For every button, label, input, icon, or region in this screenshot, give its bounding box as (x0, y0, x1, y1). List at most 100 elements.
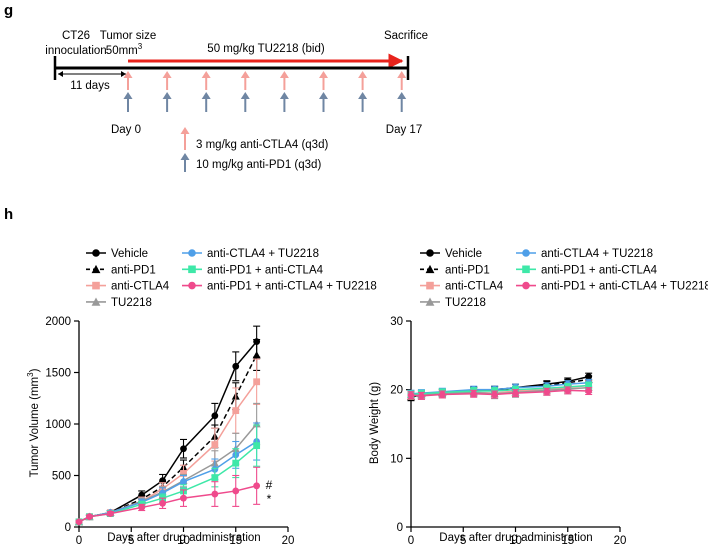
legend-marker (91, 264, 101, 274)
x-tick-label: 0 (76, 535, 82, 546)
legend-label: anti-CTLA4 + TU2218 (207, 248, 319, 260)
data-point (232, 487, 240, 495)
legend-label: anti-PD1 (111, 264, 156, 276)
ctla4-dose-arrow (319, 71, 328, 90)
pd1-dose-arrow-head (162, 92, 172, 99)
legend-label: anti-PD1 + anti-CTLA4 (207, 264, 324, 276)
legend-marker (188, 249, 196, 257)
pd1-dose-arrow (397, 92, 407, 112)
legend-item: anti-PD1 + anti-CTLA4 + TU2218 (516, 281, 708, 293)
series-vehicle (75, 325, 261, 526)
data-point (470, 390, 478, 398)
pd1-dose-arrow-head (397, 92, 407, 99)
y-tick-label: 0 (65, 522, 71, 534)
series-line (78, 341, 258, 523)
data-point (106, 510, 114, 518)
ctla4-dose-arrow (397, 71, 407, 90)
y-tick-label: 2000 (45, 316, 71, 328)
ctla4-dose-arrow-head (162, 71, 172, 78)
x-tick-label: 0 (408, 535, 414, 546)
panel-h-label: h (4, 206, 13, 223)
legend-pd1-arrow (180, 153, 190, 172)
x-tick-label: 15 (229, 535, 242, 546)
pd1-dose-arrow-head (123, 92, 133, 99)
pd1-dose-arrow-head (279, 92, 289, 99)
dosing-arrows (123, 71, 407, 112)
legend-marker (92, 281, 100, 290)
data-point (180, 494, 187, 502)
legend-item: Vehicle (420, 248, 482, 260)
data-point (159, 489, 167, 497)
pd1-dose-arrow-head (240, 92, 250, 99)
legend-label: anti-PD1 (445, 264, 490, 276)
chart1-ylabel: Tumor Volume (mm3) (26, 368, 41, 477)
legend-ctla4-text: 3 mg/kg anti-CTLA4 (q3d) (196, 139, 328, 151)
ctla4-dose-arrow (240, 71, 250, 90)
legend-item: anti-CTLA4 (86, 281, 170, 293)
x-tick-label: 10 (509, 535, 522, 546)
interval-label: 11 days (70, 80, 110, 92)
data-point (585, 387, 593, 395)
day-start-label: Day 0 (111, 124, 141, 136)
y-tick-label: 20 (390, 385, 403, 397)
ctla4-dose-arrow-head (240, 71, 250, 78)
chart2-ylabel: Body Weight (g) (369, 382, 381, 464)
legend-marker (425, 297, 435, 306)
legend-item: anti-CTLA4 (420, 281, 504, 293)
y-tick-label: 10 (390, 453, 403, 465)
dosing-legend: 3 mg/kg anti-CTLA4 (q3d) 10 mg/kg anti-P… (180, 127, 328, 172)
ctla4-dose-arrow (162, 71, 172, 90)
ctla4-dose-arrow-head (358, 71, 368, 78)
legend-item: TU2218 (420, 297, 486, 309)
series-line (78, 445, 258, 523)
legend-ctla4-arrow-head (180, 127, 190, 134)
inoculation-line-1: CT26 (62, 30, 90, 42)
data-point (159, 499, 167, 507)
legend-item: anti-PD1 + anti-CTLA4 (516, 264, 658, 276)
legend-ctla4-arrow (180, 127, 190, 150)
ctla4-dose-arrow-head (279, 71, 289, 78)
legend-item: anti-CTLA4 + TU2218 (516, 248, 653, 260)
legend-pd1-text: 10 mg/kg anti-PD1 (q3d) (196, 159, 321, 171)
data-point (232, 459, 240, 467)
legend-left: Vehicle anti-PD1 anti-CTLA4 TU2218 anti-CTLA… (86, 248, 377, 309)
legend-pd1-arrow-head (180, 153, 190, 160)
ctla4-dose-arrow-head (397, 71, 407, 78)
legend-item: anti-PD1 (420, 264, 490, 276)
pd1-dose-arrow (162, 92, 172, 112)
legend-marker (188, 281, 196, 290)
x-tick-label: 20 (282, 535, 295, 546)
pd1-dose-arrow-head (319, 92, 328, 99)
legend-label: anti-CTLA4 (445, 281, 504, 293)
series-anti-ctla4-tu2218 (75, 422, 261, 526)
data-point (491, 391, 498, 398)
sacrifice-label: Sacrifice (384, 30, 428, 42)
data-point (585, 382, 593, 389)
data-point (86, 513, 93, 521)
ctla4-dose-arrow (358, 71, 368, 90)
x-tick-label: 20 (614, 535, 627, 546)
data-point (253, 442, 261, 450)
legend-item: anti-CTLA4 + TU2218 (182, 248, 319, 260)
pd1-dose-arrow (201, 92, 211, 112)
ctla4-dose-arrow (123, 71, 133, 90)
data-point (407, 391, 415, 399)
data-point (252, 350, 261, 359)
data-point (180, 445, 187, 453)
panel-g: g CT26 innoculation Tumor size 50mm3 50 … (4, 2, 428, 172)
treatment-label: 50 mg/kg TU2218 (bid) (207, 43, 325, 55)
ctla4-dose-arrow-head (123, 71, 133, 78)
data-point (75, 518, 83, 526)
body-weight-chart: Body Weight (g) Days after drug administ… (369, 316, 626, 546)
data-point (211, 474, 219, 481)
legend-label: anti-CTLA4 + TU2218 (541, 248, 653, 260)
pd1-dose-arrow-head (201, 92, 211, 99)
pd1-dose-arrow (279, 92, 289, 112)
chart1-xlabel: Days after drug administration (107, 532, 260, 544)
data-point (543, 388, 551, 396)
data-point (253, 378, 261, 386)
ctla4-dose-arrow (201, 71, 211, 90)
legend-marker (522, 281, 530, 290)
data-point (180, 478, 187, 486)
pd1-dose-arrow-head (358, 92, 368, 99)
